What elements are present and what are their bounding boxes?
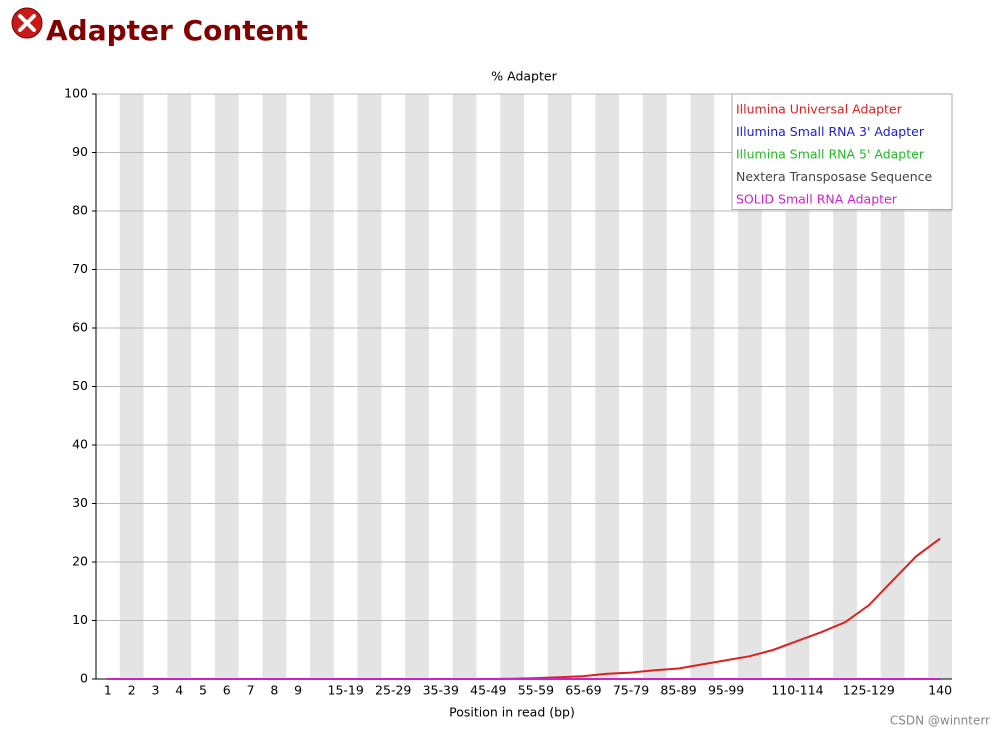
x-tick-label: 3 [151, 683, 159, 698]
legend-entry: Illumina Small RNA 3' Adapter [736, 124, 925, 139]
x-tick-label: 5 [199, 683, 207, 698]
watermark: CSDN @winnterr [890, 714, 990, 728]
x-axis-label: Position in read (bp) [449, 705, 575, 720]
x-tick-label: 4 [175, 683, 183, 698]
legend-box [731, 93, 953, 210]
chart-title: % Adapter [491, 69, 557, 84]
x-tick-label: 7 [247, 683, 255, 698]
legend-entry: Illumina Small RNA 5' Adapter [736, 147, 925, 162]
y-tick-label: 80 [72, 203, 88, 218]
x-tick-label: 125-129 [843, 683, 895, 698]
page-title: Adapter Content [46, 14, 308, 47]
x-tick-label: 9 [294, 683, 302, 698]
x-tick-label: 65-69 [565, 683, 601, 698]
y-tick-label: 30 [72, 495, 88, 510]
legend-entry: Illumina Universal Adapter [736, 102, 903, 117]
y-tick-label: 90 [72, 144, 88, 159]
x-tick-label: 75-79 [613, 683, 649, 698]
x-tick-label: 1 [104, 683, 112, 698]
y-tick-label: 0 [80, 671, 88, 686]
x-tick-label: 15-19 [328, 683, 364, 698]
y-tick-label: 50 [72, 378, 88, 393]
x-tick-label: 8 [270, 683, 278, 698]
y-tick-label: 70 [72, 261, 88, 276]
legend-entry: SOLID Small RNA Adapter [736, 192, 898, 207]
x-tick-label: 55-59 [518, 683, 554, 698]
y-tick-label: 60 [72, 320, 88, 335]
y-tick-label: 40 [72, 437, 88, 452]
x-tick-label: 35-39 [423, 683, 459, 698]
y-tick-label: 20 [72, 554, 88, 569]
x-tick-label: 140 [928, 683, 952, 698]
legend-entry: Nextera Transposase Sequence [736, 169, 933, 184]
y-tick-label: 10 [72, 612, 88, 627]
x-tick-label: 2 [128, 683, 136, 698]
x-tick-label: 6 [223, 683, 231, 698]
x-tick-label: 95-99 [708, 683, 744, 698]
x-tick-label: 85-89 [660, 683, 696, 698]
error-icon [11, 7, 43, 39]
x-tick-label: 110-114 [771, 683, 823, 698]
x-tick-label: 45-49 [470, 683, 506, 698]
x-tick-label: 25-29 [375, 683, 411, 698]
y-tick-label: 100 [64, 86, 88, 101]
